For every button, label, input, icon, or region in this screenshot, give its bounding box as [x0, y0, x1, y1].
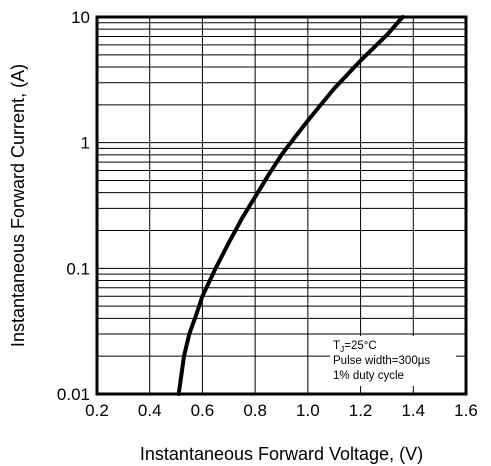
- x-tick-label: 0.4: [138, 401, 162, 420]
- x-tick-label: 1.6: [454, 401, 478, 420]
- y-tick-label: 0.1: [66, 259, 90, 278]
- y-tick-label: 0.01: [57, 385, 90, 404]
- annotation-line: Pulse width=300µs: [333, 355, 430, 367]
- plot-frame: [95, 15, 468, 396]
- x-tick-label: 1.4: [401, 401, 425, 420]
- x-tick-label: 0.6: [191, 401, 215, 420]
- x-axis-ticks: 0.2 0.4 0.6 0.8 1.0 1.2 1.4 1.6: [85, 401, 478, 420]
- y-axis-title: Instantaneous Forward Current, (A): [8, 64, 28, 347]
- y-axis-ticks: 0.01 0.1 1 10: [57, 8, 90, 404]
- y-tick-label: 10: [71, 8, 90, 27]
- annotation-background: [330, 336, 456, 386]
- x-axis-title: Instantaneous Forward Voltage, (V): [140, 444, 423, 464]
- x-tick-label: 1.2: [349, 401, 373, 420]
- x-tick-label: 0.2: [85, 401, 109, 420]
- x-tick-label: 0.8: [243, 401, 267, 420]
- annotation-line: TJ=25°C: [333, 340, 377, 354]
- series-line: [176, 15, 405, 396]
- x-tick-label: 1.0: [296, 401, 320, 420]
- y-tick-label: 1: [81, 134, 90, 153]
- annotation-box: TJ=25°C Pulse width=300µs 1% duty cycle: [330, 336, 456, 386]
- annotation-line: 1% duty cycle: [333, 370, 404, 382]
